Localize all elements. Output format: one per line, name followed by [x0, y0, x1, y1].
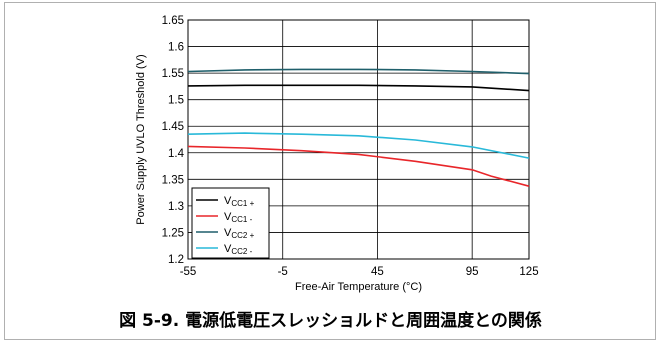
y-tick-label: 1.4 — [168, 148, 185, 160]
figure-frame — [4, 2, 656, 340]
x-axis-title: Free-Air Temperature (°C) — [295, 281, 422, 293]
x-tick-label: -55 — [180, 266, 197, 278]
y-axis-title: Power Supply UVLO Threshold (V) — [135, 54, 147, 224]
legend-label: VCC1 + — [224, 195, 255, 208]
series-line-2 — [187, 145, 530, 187]
y-tick-label: 1.55 — [162, 68, 184, 80]
y-tick-labels: 1.2 1.25 1.3 1.35 1.4 1.45 1.5 1.55 1.6 1.65 — [162, 15, 185, 266]
y-tick-label: 1.35 — [162, 174, 184, 186]
y-tick-label: 1.65 — [162, 15, 184, 27]
x-tick-label: -5 — [278, 266, 288, 278]
x-tick-labels: -55 -5 45 95 125 — [180, 266, 539, 278]
y-tick-label: 1.5 — [168, 95, 184, 107]
y-tick-label: 1.3 — [168, 201, 184, 213]
x-tick-label: 45 — [371, 266, 384, 278]
x-tick-label: 95 — [466, 266, 479, 278]
series-line-4 — [187, 132, 530, 159]
y-tick-label: 1.2 — [168, 254, 184, 266]
y-tick-label: 1.6 — [168, 42, 184, 54]
figure-caption: 図 5-9. 電源低電圧スレッショルドと周囲温度との関係 — [119, 311, 542, 331]
legend: VCC1 + VCC1 - VCC2 + VCC2 - — [191, 187, 270, 259]
uvlo-threshold-chart: 1.21.251.31.351.41.451.51.551.61.65 -55-… — [135, 15, 539, 293]
legend-label: VCC2 - — [224, 243, 253, 256]
legend-label: VCC2 + — [224, 227, 255, 240]
series-layer — [187, 68, 530, 187]
plot-area — [187, 19, 530, 260]
y-tick-label: 1.25 — [162, 227, 184, 239]
x-tick-label: 125 — [519, 266, 538, 278]
series-line-3 — [187, 68, 530, 75]
legend-label: VCC1 - — [224, 211, 253, 224]
series-line-1 — [187, 84, 530, 92]
y-tick-label: 1.45 — [162, 121, 184, 133]
